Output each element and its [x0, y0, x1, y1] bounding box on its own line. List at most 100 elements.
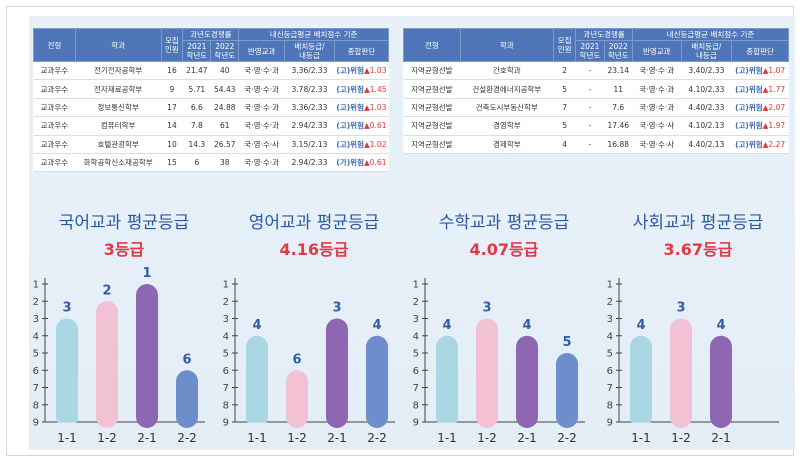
- cell-score: 4.40/2.13: [681, 135, 732, 154]
- image-frame: 전형 학과 모집 인원 과년도경쟁률 내신등급평균 배치점수 기준 2021 학…: [6, 6, 795, 456]
- risk-tag: (고)위험: [336, 102, 364, 112]
- risk-tag: (고)위험: [336, 121, 364, 131]
- cell-2021: 7.8: [182, 116, 211, 136]
- chart-average-grade: 3등급: [103, 240, 145, 259]
- cell-verdict: (고)위험▲1.03: [334, 61, 389, 81]
- bar: [96, 301, 118, 428]
- data-label: 3: [676, 301, 685, 316]
- y-tick-label: 6: [413, 366, 419, 377]
- chart-plot: 1 2 3 4 5 6 7 8 9 4 1-1 3 1-2 4 2-1: [607, 278, 780, 445]
- header-competition: 과년도경쟁률: [182, 28, 240, 41]
- cell-2022: 54.43: [210, 79, 239, 99]
- y-tick-label: 1: [413, 280, 419, 291]
- y-tick-label: 7: [33, 383, 39, 394]
- cell-subjects: 국·영·수·과: [238, 116, 285, 136]
- grade-gap: 2.27: [768, 139, 786, 149]
- y-tick-label: 4: [413, 331, 419, 342]
- cell-dept: 전기전자공학부: [75, 61, 162, 81]
- cell-type: 교과우수: [33, 116, 76, 136]
- y-tick-label: 4: [607, 331, 613, 342]
- baseline-mask: [620, 422, 780, 431]
- baseline-mask: [426, 422, 586, 431]
- category-label: 2-1: [137, 431, 157, 445]
- grade-gap: 1.02: [369, 139, 387, 149]
- y-tick-label: 7: [607, 383, 613, 394]
- header-verdict: 종합판단: [731, 40, 789, 62]
- cell-score: 3.78/2.33: [284, 79, 335, 99]
- table-row: 교과우수 화학공학신소재공학부 15 6 38 국·영·수·과 2.94/2.33 (가)위험…: [33, 153, 389, 173]
- category-label: 1-1: [57, 431, 77, 445]
- chart-plot: 1 2 3 4 5 6 7 8 9 3 1-1 2 1-2 1 2-1 6 2-2: [33, 266, 206, 445]
- cell-dept: 정보통신학부: [75, 98, 162, 118]
- grade-gap: 1.77: [768, 84, 786, 94]
- header-2022: 2022 학년도: [210, 40, 240, 62]
- table-row: 지역균형선발 간호학과 2-23.14 국·영·수·과 3.40/2.33 (고)위험▲1…: [403, 61, 789, 81]
- header-2021: 2021 학년도: [575, 40, 605, 62]
- y-tick-label: 9: [223, 418, 229, 429]
- cell-2021: -: [575, 116, 605, 136]
- cell-dept: 컴퓨터학부: [75, 116, 162, 136]
- cell-2022: 26.57: [210, 135, 239, 154]
- chart-average-grade: 4.16등급: [279, 240, 349, 259]
- chart-average-grade: 4.07등급: [469, 240, 539, 259]
- cell-subjects: 국·영·수·과: [632, 98, 682, 118]
- y-tick-label: 6: [33, 366, 39, 377]
- category-label: 2-2: [177, 431, 197, 445]
- grade-gap: 0.61: [369, 158, 387, 168]
- category-label: 2-2: [557, 431, 577, 445]
- data-label: 6: [292, 352, 301, 367]
- header-subjects: 반영교과: [631, 40, 682, 62]
- cell-quota: 9: [161, 79, 183, 99]
- chart-plot: 1 2 3 4 5 6 7 8 9 4 1-1 6 1-2 3 2-1 4 2-2: [223, 278, 396, 445]
- y-tick-label: 7: [413, 383, 419, 394]
- cell-score: 4.10/2.13: [681, 116, 732, 136]
- up-triangle-icon: ▲: [363, 66, 370, 76]
- y-tick-label: 6: [607, 366, 613, 377]
- grade-gap: 0.61: [369, 121, 387, 131]
- chart-title: 국어교과 평균등급: [58, 213, 190, 233]
- cell-score: 2.94/2.33: [284, 116, 335, 136]
- cell-quota: 7: [553, 98, 576, 118]
- y-tick-label: 1: [607, 280, 613, 291]
- cell-2021: 14.3: [182, 135, 211, 154]
- table-row: 지역균형선발 경영학부 5-17.46 국·영·수·사 4.10/2.13 (고)위험▲1…: [403, 116, 789, 136]
- cell-2021: -: [575, 61, 605, 81]
- cell-subjects: 국·영·수·과: [238, 61, 285, 81]
- y-tick-label: 5: [607, 349, 613, 360]
- header-dept: 학과: [459, 28, 554, 62]
- grade-gap: 1.45: [369, 84, 387, 94]
- data-label: 3: [332, 301, 341, 316]
- up-triangle-icon: ▲: [762, 66, 769, 76]
- header-competition: 과년도경쟁률: [575, 28, 633, 41]
- risk-tag: (고)위험: [336, 66, 364, 76]
- cell-2021: 5.71: [182, 79, 211, 99]
- cell-verdict: (가)위험▲0.61: [334, 153, 389, 173]
- y-tick-label: 8: [33, 400, 39, 411]
- bar: [436, 335, 458, 428]
- header-verdict: 종합판단: [333, 40, 390, 62]
- cell-type: 지역균형선발: [403, 98, 461, 118]
- bar: [516, 335, 538, 428]
- table-row: 교과우수 호텔관광학부 10 14.3 26.57 국·영·수·사 3.15/2.13 (고)…: [33, 135, 389, 154]
- y-tick-label: 1: [223, 280, 229, 291]
- cell-score: 3.36/2.33: [284, 98, 335, 118]
- header-grade-criteria: 내신등급평균 배치점수 기준: [631, 28, 790, 41]
- y-tick-label: 5: [413, 349, 419, 360]
- category-label: 2-1: [327, 431, 347, 445]
- cell-score: 4.10/2.33: [681, 79, 732, 99]
- cell-quota: 14: [161, 116, 183, 136]
- cell-verdict: (고)위험▲0.61: [334, 116, 389, 136]
- cell-subjects: 국·영·수·과: [632, 61, 682, 81]
- data-label: 4: [522, 318, 531, 333]
- cell-dept: 간호학과: [460, 61, 554, 81]
- cell-verdict: (고)위험▲1.07: [731, 61, 789, 81]
- cell-2022: 7.6: [604, 98, 633, 118]
- data-label: 5: [562, 335, 571, 350]
- social-grade-chart: 사회교과 평균등급 3.67등급 1 2 3 4 5 6 7 8 9 4 1-1 3 1-2 4 2-1: [603, 196, 793, 450]
- cell-2022: 11: [604, 79, 633, 99]
- bar: [476, 318, 498, 428]
- cell-score: 4.40/2.33: [681, 98, 732, 118]
- cell-dept: 건축도시부동산학부: [460, 98, 554, 118]
- cell-dept: 화학공학신소재공학부: [75, 153, 162, 173]
- y-tick-label: 3: [607, 314, 613, 325]
